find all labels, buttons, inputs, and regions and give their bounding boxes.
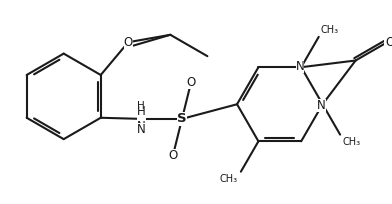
Text: O: O bbox=[386, 37, 392, 49]
Text: H: H bbox=[138, 101, 145, 111]
Text: CH₃: CH₃ bbox=[342, 137, 361, 147]
Text: O: O bbox=[123, 36, 133, 49]
Text: O: O bbox=[186, 76, 196, 89]
Text: S: S bbox=[177, 112, 187, 125]
Text: O: O bbox=[169, 149, 178, 162]
Text: N: N bbox=[137, 123, 146, 136]
Text: N: N bbox=[317, 99, 326, 112]
Text: CH₃: CH₃ bbox=[220, 174, 238, 184]
Text: H
N: H N bbox=[137, 105, 146, 133]
Text: N: N bbox=[296, 60, 305, 73]
Text: CH₃: CH₃ bbox=[321, 24, 339, 35]
